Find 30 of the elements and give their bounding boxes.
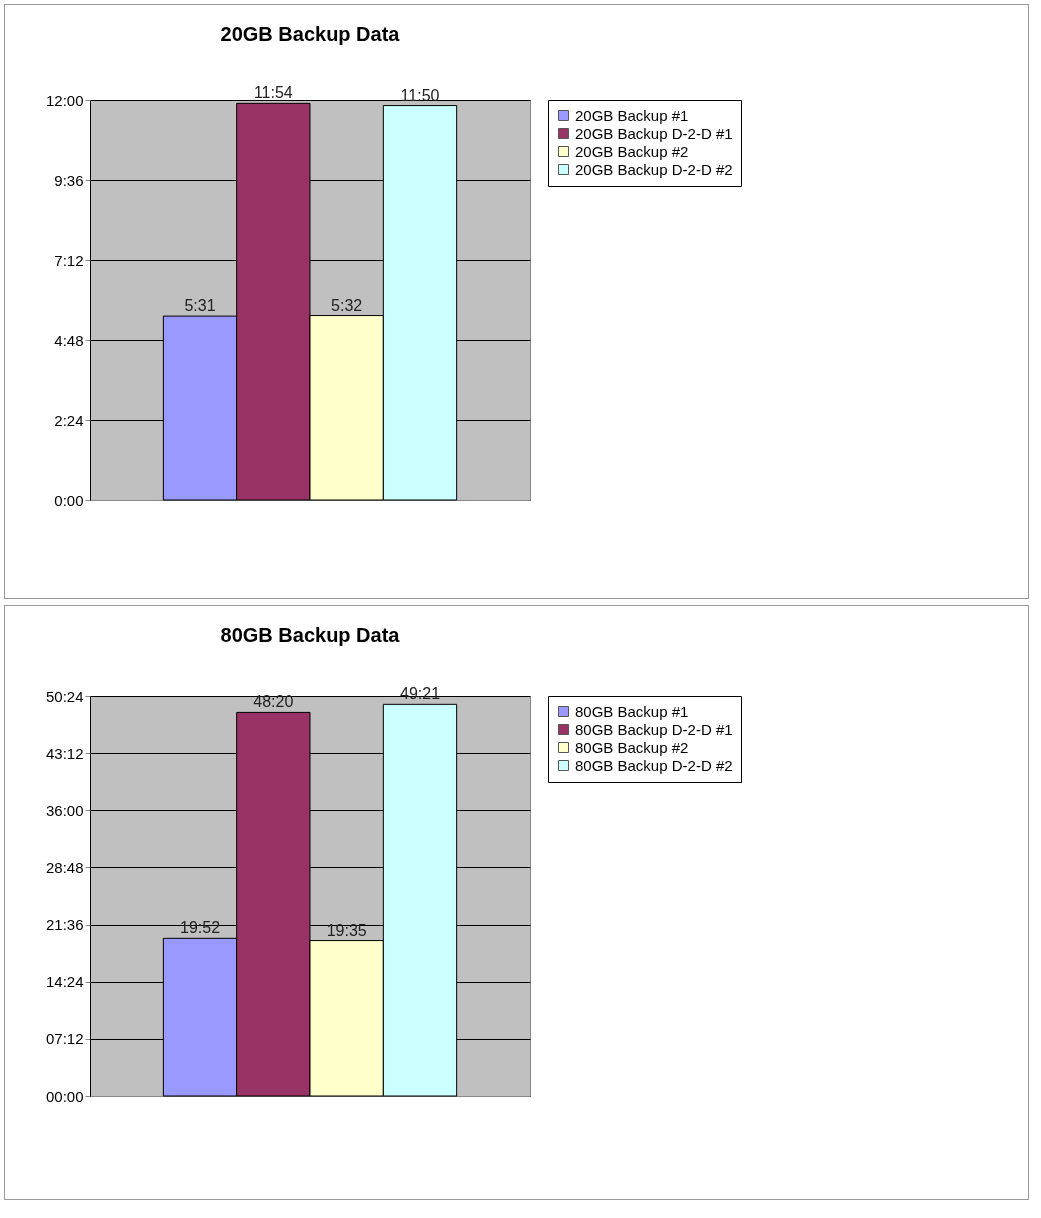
legend-label: 20GB Backup D-2-D #1 [575,124,733,142]
y-tick-label: 7:12 [54,251,84,269]
legend-label: 80GB Backup #1 [575,702,689,720]
y-tick-label: 00:00 [45,1087,84,1105]
y-tick-label: 36:00 [45,801,84,819]
y-tick-label: 28:48 [45,858,84,876]
data-label: 19:35 [326,921,367,939]
legend-label: 20GB Backup #2 [575,142,689,160]
data-label: 48:20 [253,693,294,711]
y-tick-label: 2:24 [54,411,84,429]
data-label: 5:32 [331,296,363,314]
y-tick-label: 14:24 [45,973,84,991]
y-tick-label: 43:12 [45,744,84,762]
data-label: 5:31 [184,297,216,315]
legend-label: 20GB Backup #1 [575,106,689,124]
legend-label: 80GB Backup D-2-D #2 [575,756,733,774]
legend-label: 80GB Backup #2 [575,738,689,756]
legend-label: 80GB Backup D-2-D #1 [575,720,733,738]
y-tick-label: 4:48 [54,331,84,349]
y-tick-label: 21:36 [45,916,84,934]
data-label: 11:50 [400,86,440,104]
y-tick-label: 0:00 [54,491,84,509]
chart-title: 80GB Backup Data [220,624,401,647]
chart-title: 20GB Backup Data [220,23,401,46]
y-tick-label: 50:24 [45,687,84,705]
y-tick-label: 9:36 [54,171,84,189]
y-tick-label: 12:00 [45,91,84,109]
y-tick-label: 07:12 [45,1030,84,1048]
data-label: 11:54 [253,84,293,102]
legend-label: 20GB Backup D-2-D #2 [575,160,733,178]
